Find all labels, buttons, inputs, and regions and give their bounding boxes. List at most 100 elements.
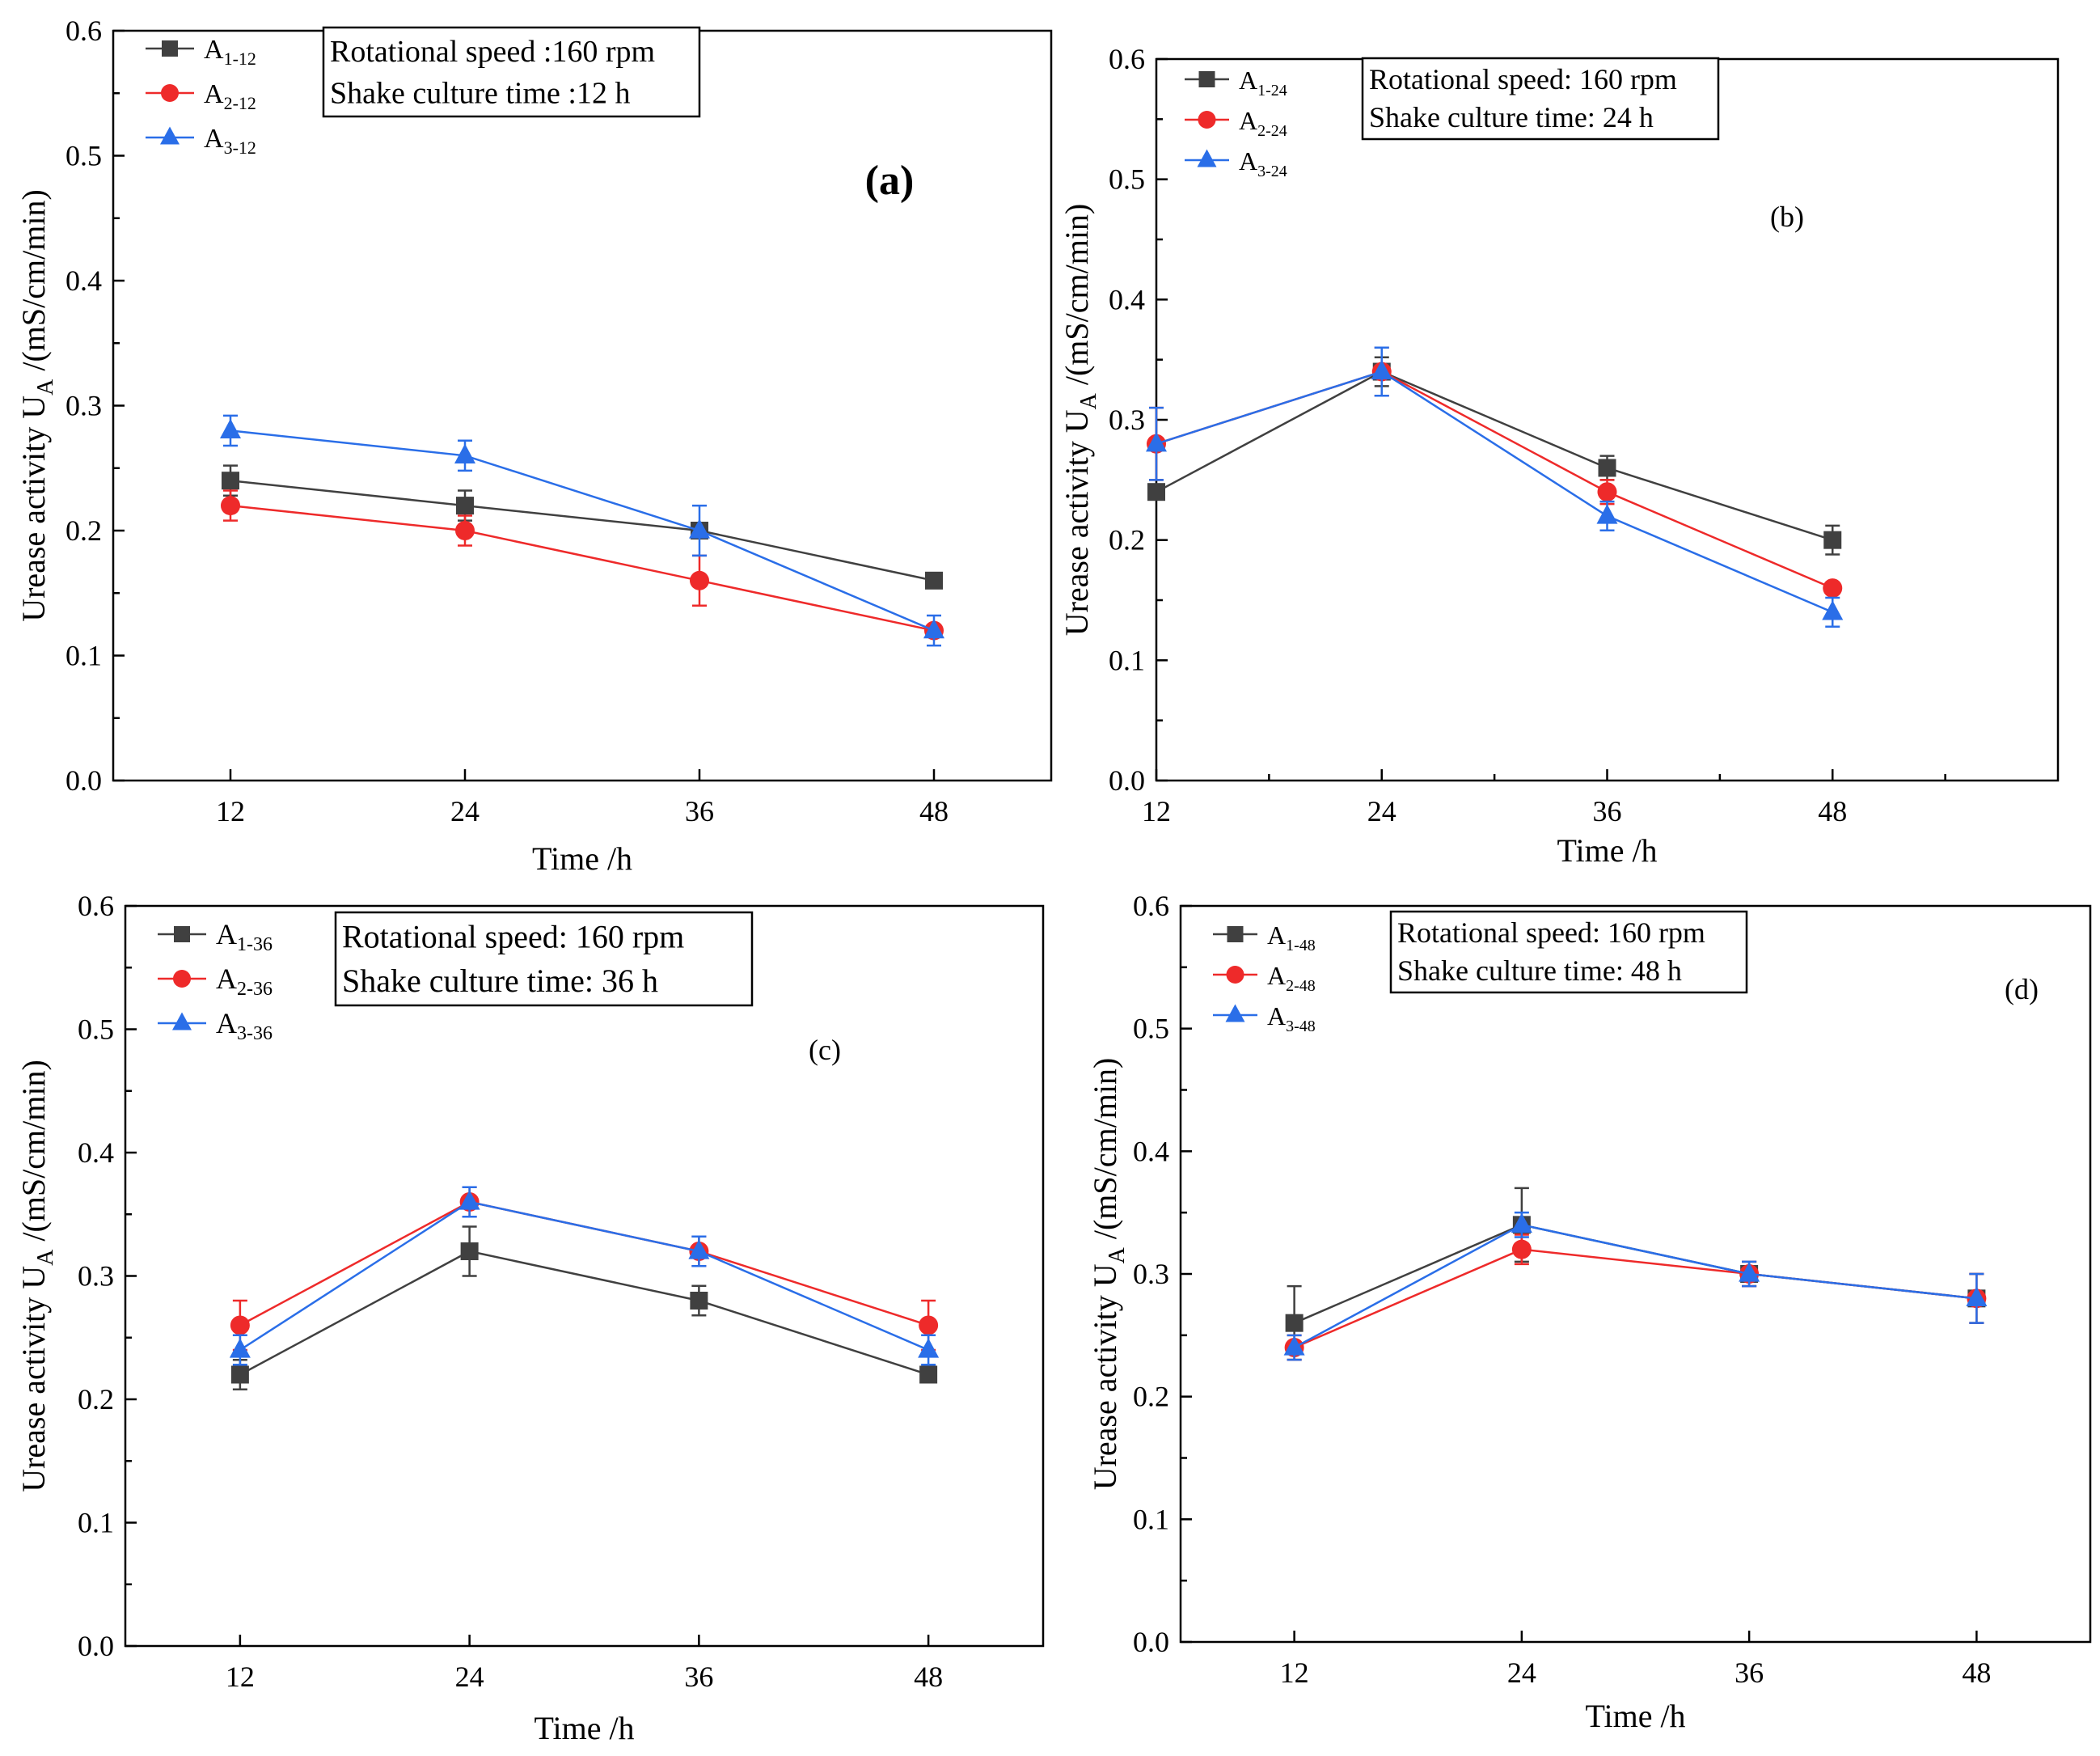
y-axis-title: Urease activity UA /(mS/cm/min)	[15, 189, 58, 622]
y-tick-label: 0.0	[78, 1630, 114, 1662]
info-speed: Rotational speed :160 rpm	[330, 35, 655, 69]
info-box: Rotational speed :160 rpm Shake culture t…	[322, 26, 701, 118]
legend-entry: A2-12	[204, 79, 256, 113]
y-tick-label: 0.3	[1109, 404, 1145, 436]
data-point	[230, 1365, 249, 1384]
legend-marker	[174, 926, 190, 942]
chart-panel-2: 0.0 0.1 0.2 0.3 0.4 0.5 0.6 12 24 36 48 Time /h Urea…	[1058, 43, 2060, 869]
info-box-frame	[322, 26, 701, 118]
legend-entry: A1-24	[1239, 66, 1287, 99]
info-time: Shake culture time: 36 h	[342, 963, 658, 999]
y-tick-label: 0.6	[1133, 890, 1169, 922]
y-tick-label: 0.3	[78, 1260, 114, 1293]
data-point	[1596, 504, 1618, 524]
series-line	[239, 1250, 929, 1376]
legend-entry: A2-48	[1267, 961, 1316, 995]
x-tick-label: 36	[684, 1661, 713, 1693]
data-point	[455, 521, 475, 540]
x-tick-label: 24	[1507, 1657, 1536, 1689]
legend-marker	[160, 126, 180, 145]
info-box-frame	[1361, 57, 1720, 141]
x-tick-label: 36	[685, 795, 714, 827]
y-tick-label: 0.5	[65, 140, 102, 172]
y-tick-label: 0.4	[1109, 283, 1145, 315]
chart-panel-1: 0.0 0.1 0.2 0.3 0.4 0.5 0.6 12 24 36 48 Time /h Urea…	[15, 15, 1053, 877]
legend-entry: A3-48	[1267, 1001, 1316, 1035]
series-line	[1156, 370, 1833, 590]
data-point	[1822, 600, 1844, 620]
series-2-48	[1284, 1233, 1987, 1361]
y-tick-label: 0.5	[78, 1013, 114, 1046]
legend-marker	[1197, 149, 1217, 167]
x-tick-label: 12	[216, 795, 245, 827]
series-line	[1294, 1224, 1977, 1324]
series-line	[230, 429, 935, 632]
series-line	[1156, 370, 1833, 541]
info-speed: Rotational speed: 160 rpm	[1397, 916, 1705, 949]
x-tick-label: 36	[1593, 795, 1622, 827]
legend: A1-24 A2-24 A3-24	[1185, 66, 1287, 180]
data-point	[220, 418, 241, 439]
x-tick-label: 48	[919, 795, 949, 827]
legend-marker	[1226, 966, 1244, 984]
legend-entry: A1-48	[1267, 920, 1316, 954]
series-2-24	[1147, 346, 1843, 599]
data-point	[229, 1338, 251, 1358]
data-point	[458, 1190, 480, 1210]
panel-label: (c)	[809, 1034, 841, 1066]
legend-marker	[1198, 71, 1215, 87]
data-point	[923, 618, 944, 639]
data-point	[689, 518, 710, 539]
data-point	[1147, 483, 1165, 501]
data-point	[222, 472, 239, 490]
y-tick-label: 0.4	[65, 264, 102, 297]
y-tick-label: 0.5	[1133, 1013, 1169, 1045]
legend-entry: A2-24	[1239, 106, 1287, 140]
series-3-12	[220, 414, 944, 647]
series-1-24	[1147, 356, 1842, 556]
legend-marker	[1198, 111, 1216, 129]
panel-label: (b)	[1770, 201, 1804, 233]
legend-marker	[172, 1012, 192, 1030]
info-box: Rotational speed: 160 rpm Shake culture t…	[334, 911, 754, 1007]
series-line	[1156, 370, 1833, 614]
data-point	[1283, 1335, 1305, 1356]
y-tick-label: 0.5	[1109, 163, 1145, 196]
y-tick-label: 0.2	[1109, 524, 1145, 556]
panel-label: (a)	[865, 158, 915, 204]
legend-entry: A1-12	[204, 35, 256, 69]
series-line	[1294, 1248, 1977, 1349]
info-time: Shake culture time: 48 h	[1397, 954, 1682, 987]
info-speed: Rotational speed: 160 rpm	[342, 919, 684, 955]
legend-marker	[173, 970, 191, 988]
info-time: Shake culture time: 24 h	[1369, 101, 1654, 133]
legend: A1-48 A2-48 A3-48	[1213, 920, 1316, 1035]
data-point	[925, 571, 943, 590]
series-1-12	[222, 464, 943, 590]
data-point	[1823, 531, 1842, 549]
legend-marker	[1225, 1004, 1245, 1022]
series-3-48	[1283, 1211, 1988, 1361]
data-point	[919, 1365, 938, 1384]
y-tick-label: 0.6	[78, 890, 114, 922]
data-point	[1597, 482, 1617, 502]
data-point	[690, 1292, 708, 1310]
x-tick-label: 12	[1280, 1657, 1309, 1689]
legend-entry: A3-24	[1239, 146, 1287, 180]
data-point	[221, 496, 240, 516]
y-axis-title: Urease activity UA /(mS/cm/min)	[1058, 204, 1101, 637]
x-tick-label: 48	[914, 1661, 943, 1693]
y-tick-label: 0.0	[1109, 764, 1145, 797]
legend-entry: A3-36	[216, 1007, 273, 1044]
x-tick-label: 36	[1735, 1657, 1764, 1689]
x-axis-title: Time /h	[534, 1710, 634, 1746]
y-tick-label: 0.1	[65, 640, 102, 672]
y-tick-label: 0.3	[65, 390, 102, 422]
x-tick-label: 24	[455, 1661, 484, 1693]
y-tick-label: 0.0	[65, 764, 102, 797]
x-tick-label: 12	[226, 1661, 255, 1693]
data-point	[919, 1315, 939, 1335]
legend-entry: A3-12	[204, 124, 256, 158]
data-point	[230, 1315, 250, 1335]
